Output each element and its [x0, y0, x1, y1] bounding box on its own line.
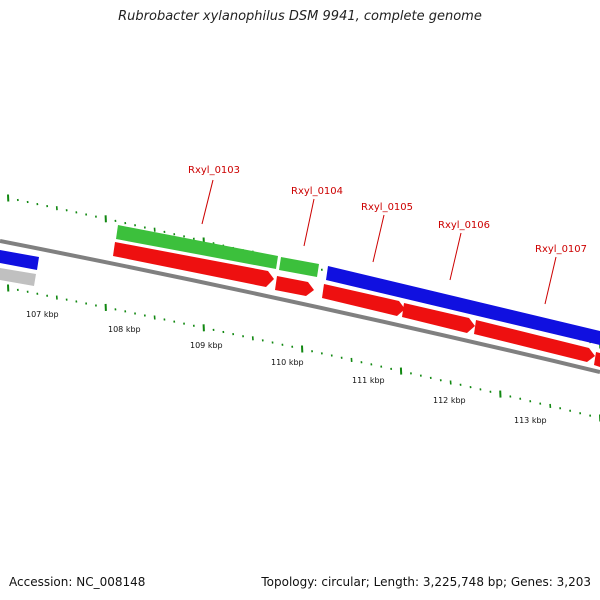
gene-arrow-red-2[interactable] — [275, 276, 314, 296]
kbp-label-112: 112 kbp — [433, 396, 466, 405]
gene-track — [0, 225, 600, 367]
kbp-label-113: 113 kbp — [514, 416, 547, 425]
gene-label-leaders — [201, 179, 557, 305]
leader-line-0106 — [449, 232, 462, 281]
leader-line-0104 — [303, 198, 315, 247]
gene-arrow-red-3[interactable] — [322, 284, 405, 316]
leader-line-0103 — [201, 179, 214, 225]
inner-tick-ring — [7, 284, 600, 422]
kbp-scale-labels: 107 kbp 108 kbp 109 kbp 110 kbp 111 kbp … — [26, 310, 547, 425]
gene-label-0107[interactable]: Rxyl_0107 — [535, 244, 587, 255]
kbp-label-110: 110 kbp — [271, 358, 304, 367]
gene-arrow-red-4[interactable] — [402, 303, 475, 333]
accession-text: Accession: NC_008148 — [9, 575, 146, 589]
genome-summary-text: Topology: circular; Length: 3,225,748 bp… — [261, 575, 591, 589]
gene-label-0103[interactable]: Rxyl_0103 — [188, 165, 240, 176]
gene-arrow-green-0104[interactable] — [279, 257, 319, 277]
leader-line-0105 — [372, 214, 385, 263]
kbp-label-109: 109 kbp — [190, 341, 223, 350]
gene-arrow-grey-left[interactable] — [0, 268, 36, 286]
genome-title: Rubrobacter xylanophilus DSM 9941, compl… — [118, 9, 482, 24]
gene-labels: Rxyl_0103 Rxyl_0104 Rxyl_0105 Rxyl_0106 … — [188, 165, 587, 255]
kbp-label-111: 111 kbp — [352, 376, 385, 385]
kbp-label-108: 108 kbp — [108, 325, 141, 334]
genome-backbone — [0, 239, 600, 374]
gene-arrow-red-5[interactable] — [474, 320, 595, 362]
leader-line-0107 — [544, 256, 557, 305]
gene-arrow-blue-0105[interactable] — [326, 266, 600, 345]
gene-arrow-red-1[interactable] — [113, 242, 274, 287]
gene-label-0104[interactable]: Rxyl_0104 — [291, 186, 343, 197]
gene-label-0106[interactable]: Rxyl_0106 — [438, 220, 490, 231]
gene-arrow-red-6[interactable] — [594, 352, 600, 367]
gene-arrow-blue-left[interactable] — [0, 250, 39, 270]
kbp-label-107: 107 kbp — [26, 310, 59, 319]
gene-arrow-green-0103[interactable] — [116, 225, 278, 269]
gene-label-0105[interactable]: Rxyl_0105 — [361, 202, 413, 213]
